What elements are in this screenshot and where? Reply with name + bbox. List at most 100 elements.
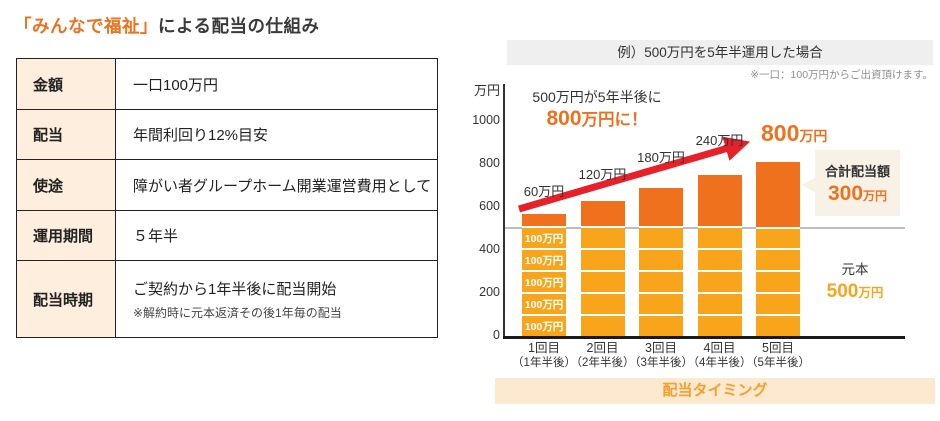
dividend-timing-banner: 配当タイミング xyxy=(495,378,935,404)
x-axis-label-round: 2回目 xyxy=(586,341,619,355)
principal-label: 元本 500万円 xyxy=(810,258,900,303)
principal-segment xyxy=(697,250,742,271)
stacked-bar xyxy=(639,187,683,337)
x-axis-label-period: （2年半後） xyxy=(570,357,635,369)
table-row-label: 金額 xyxy=(16,58,116,110)
total-dividend-callout: 合計配当額 300万円 xyxy=(802,150,900,216)
total-dividend-value: 300万円 xyxy=(827,182,888,205)
bar-value-label: 240万円 xyxy=(695,132,744,148)
growth-annotation-line2: 800万円に！ xyxy=(546,107,648,130)
dividend-segment xyxy=(697,174,742,227)
principal-segment xyxy=(580,250,625,271)
dividend-segment xyxy=(756,162,800,227)
x-axis-label-round: 4回目 xyxy=(703,341,736,355)
principal-segment: 100万円 xyxy=(522,250,566,271)
y-tick-label: 400 xyxy=(479,242,500,256)
table-row: 金額 一口100万円 xyxy=(16,58,438,110)
unit-investment-note: ※一口：100万円からご出資頂けます。 xyxy=(750,69,933,81)
y-axis-line xyxy=(503,84,505,337)
principal-segment xyxy=(580,316,625,337)
bar-value-label: 60万円 xyxy=(523,183,565,199)
dividend-segment xyxy=(522,213,566,227)
table-row-value: ５年半 xyxy=(115,210,438,261)
principal-segment xyxy=(756,272,800,293)
table-row-value-text: 障がい者グループホーム開業運営費用として xyxy=(133,177,432,195)
x-axis-label-period: （3年半後） xyxy=(629,357,693,369)
principal-segment xyxy=(756,316,800,337)
principal-segment xyxy=(756,294,800,315)
page-title-rest: による配当の仕組み xyxy=(158,16,320,36)
x-axis-label: 4回目 （4年半後） xyxy=(688,341,752,371)
page-title-highlight: 「みんなで福祉」 xyxy=(14,16,158,36)
principal-segment xyxy=(639,316,683,337)
table-row-value: 障がい者グループホーム開業運営費用として xyxy=(115,159,438,211)
x-axis-label-round: 1回目 xyxy=(528,341,560,355)
table-row-value: 年間利回り12%目安 xyxy=(115,109,438,160)
y-tick-label: 600 xyxy=(479,199,500,213)
principal-segment: 100万円 xyxy=(522,228,566,249)
principal-segment xyxy=(639,272,683,293)
principal-segment xyxy=(580,272,625,293)
y-axis-unit-label: 万円 xyxy=(473,83,500,98)
table-row-note: ※解約時に元本返済その後1年毎の配当 xyxy=(133,305,342,320)
principal-segment xyxy=(697,294,742,315)
principal-name: 元本 xyxy=(841,262,869,277)
stacked-bar xyxy=(756,162,800,337)
principal-segment xyxy=(756,250,800,271)
table-row: 配当 年間利回り12%目安 xyxy=(16,109,438,160)
table-row-value-text: ご契約から1年半後に配当開始 xyxy=(133,280,337,298)
table-row-value: 一口100万円 xyxy=(115,58,438,110)
table-row-value-text: ５年半 xyxy=(133,228,179,245)
principal-segment: 100万円 xyxy=(522,272,566,293)
principal-segment: 100万円 xyxy=(522,294,566,315)
y-tick-label: 800 xyxy=(479,156,500,170)
x-axis-label-round: 3回目 xyxy=(645,341,677,355)
table-row-label: 配当 xyxy=(16,109,116,160)
info-table: 金額 一口100万円 配当 年間利回り12%目安 使途 障がい者グループホーム開業運営費用… xyxy=(16,58,438,338)
principal-segment xyxy=(639,228,683,249)
x-axis-label: 2回目 （2年半後） xyxy=(571,341,635,371)
principal-segment xyxy=(756,228,800,249)
x-axis-label: 3回目 （3年半後） xyxy=(629,341,693,371)
principal-segment xyxy=(639,250,683,271)
y-tick-label: 200 xyxy=(479,285,500,299)
table-row: 運用期間 ５年半 xyxy=(16,210,438,261)
y-tick-label: 1000 xyxy=(472,113,500,127)
x-axis-label-period: （4年半後） xyxy=(687,357,752,369)
page-title: 「みんなで福祉」による配当の仕組み xyxy=(14,13,319,38)
table-row-label: 配当時期 xyxy=(16,260,116,338)
bar-value-label: 120万円 xyxy=(578,166,627,182)
principal-segment xyxy=(697,228,742,249)
x-axis-label: 5回目 （5年半後） xyxy=(746,341,810,371)
table-row-value: ご契約から1年半後に配当開始 ※解約時に元本返済その後1年毎の配当 xyxy=(115,260,438,338)
growth-annotation-line1: 500万円が5年半後に xyxy=(532,89,662,105)
stacked-bar xyxy=(697,174,742,337)
stacked-bar: 100万円 100万円 100万円 100万円 100万円 xyxy=(522,213,566,337)
principal-segment xyxy=(580,294,625,315)
x-axis-label-period: （5年半後） xyxy=(746,357,810,369)
chart-example-header: 例）500万円を5年半運用した場合 xyxy=(507,40,933,65)
stacked-bar xyxy=(580,200,625,337)
principal-segment xyxy=(697,272,742,293)
dividend-segment xyxy=(580,200,625,227)
total-dividend-title: 合計配当額 xyxy=(824,164,890,179)
growth-annotation: 500万円が5年半後に 800万円に！ xyxy=(512,87,682,132)
info-table-body: 金額 一口100万円 配当 年間利回り12%目安 使途 障がい者グループホーム開業運営費用… xyxy=(16,58,438,338)
bar-value-label: 180万円 xyxy=(637,149,685,165)
principal-segment xyxy=(697,316,742,337)
table-row-value-text: 一口100万円 xyxy=(133,76,219,94)
table-row-label: 使途 xyxy=(16,159,116,211)
principal-segment xyxy=(580,228,625,249)
chart-panel: 例）500万円を5年半運用した場合 ※一口：100万円からご出資頂けます。 50… xyxy=(470,0,940,421)
x-axis-label-period: （1年半後） xyxy=(512,357,576,369)
dividend-segment xyxy=(639,187,683,227)
table-row-value-text: 年間利回り12%目安 xyxy=(133,127,269,144)
x-axis-label: 1回目 （1年半後） xyxy=(512,341,576,371)
final-amount-label: 800万円 xyxy=(761,120,828,146)
table-row-label: 運用期間 xyxy=(16,210,116,261)
principal-segment xyxy=(639,294,683,315)
table-row: 配当時期 ご契約から1年半後に配当開始 ※解約時に元本返済その後1年毎の配当 xyxy=(16,260,438,338)
table-row: 使途 障がい者グループホーム開業運営費用として xyxy=(16,159,438,211)
x-axis-line xyxy=(503,336,905,339)
